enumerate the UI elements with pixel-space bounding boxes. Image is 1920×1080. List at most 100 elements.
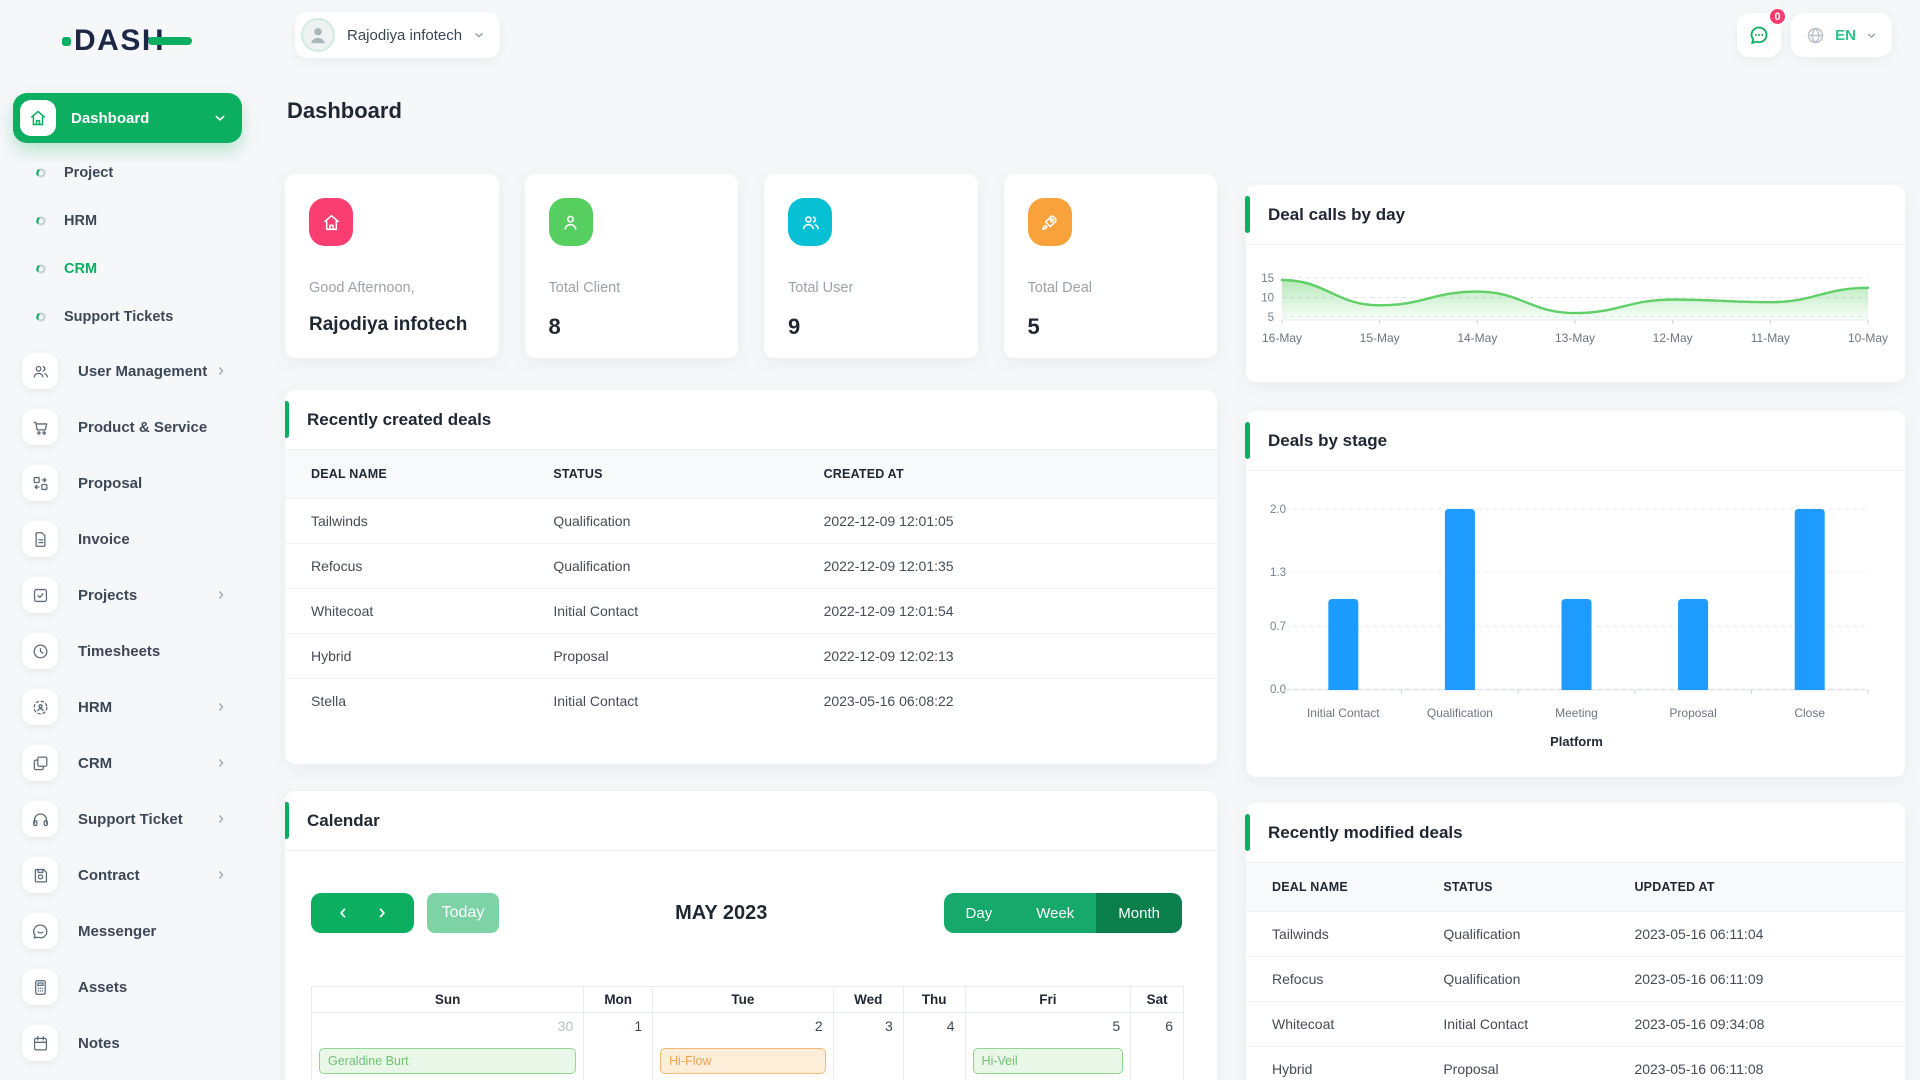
sidebar-subitem-project[interactable]: Project [0,149,250,197]
table-cell: Hybrid [1246,1045,1418,1080]
calendar-day-header: Thu [902,986,966,1013]
sidebar-item-projects[interactable]: Projects [0,567,250,623]
sidebar-item-label: Dashboard [71,109,150,127]
sidebar-item-contract[interactable]: Contract [0,847,250,903]
calendar-toolbar: Today MAY 2023 Day Week Month [311,893,1182,933]
panel-accent [285,802,289,839]
sidebar-subitem-hrm[interactable]: HRM [0,197,250,245]
swap-boxes-icon [22,465,58,501]
sidebar-item-user-management[interactable]: User Management [0,343,250,399]
users-icon [788,198,832,246]
brand-logo[interactable]: DASH [62,24,193,58]
svg-text:0.7: 0.7 [1270,621,1286,633]
calendar-day-cell[interactable]: 6 [1130,1012,1184,1080]
panel-title: Calendar [307,810,380,830]
calendar-day-header: Fri [964,986,1132,1013]
panel-accent [1245,196,1250,233]
table-cell: 2022-12-09 12:01:35 [797,542,1217,588]
calendar-day-cell[interactable]: 30 Geraldine Burt [310,1012,585,1080]
svg-text:0.0: 0.0 [1270,684,1286,696]
calendar-day-header: Tue [652,986,834,1013]
sidebar-item-hrm[interactable]: HRM [0,679,250,735]
calendar-day-number: 6 [1165,1018,1173,1034]
stat-label: Total Client [548,280,621,296]
calendar-day-cell[interactable]: 1 [583,1012,654,1080]
calendar-prev-button[interactable] [335,905,351,921]
sidebar-item-dashboard[interactable]: Dashboard [13,93,242,143]
calendar-panel: Calendar Today MAY 2023 Day Week Month S… [285,791,1217,1080]
deal-calls-by-day-panel: Deal calls by day 5 10 15 16-May 15-May 14-Ma… [1245,185,1905,382]
person-scan-icon [22,689,58,725]
table-cell: 2022-12-09 12:02:13 [797,632,1217,678]
stat-card-total-user: Total User 9 [764,174,978,358]
sidebar-item-crm[interactable]: CRM [0,735,250,791]
table-cell: 2023-05-16 06:11:09 [1608,955,1905,1001]
table-cell: Qualification [1417,955,1609,1001]
svg-text:13-May: 13-May [1555,331,1595,345]
calendar-day-cell[interactable]: 3 [832,1012,904,1080]
logo-dash-icon [148,37,193,45]
sidebar-item-notes[interactable]: Notes [0,1015,250,1071]
calendar-event[interactable]: Geraldine Burt [319,1048,577,1074]
svg-text:2.0: 2.0 [1270,504,1286,516]
svg-text:12-May: 12-May [1653,331,1693,345]
panel-title: Deals by stage [1268,430,1388,450]
globe-icon [1805,25,1826,46]
table-cell: 2023-05-16 06:11:04 [1608,910,1905,956]
sidebar-item-label: Product & Service [78,418,208,436]
stat-label: Good Afternoon, [309,280,415,296]
sidebar-item-assets[interactable]: Assets [0,959,250,1015]
calendar-next-button[interactable] [374,905,390,921]
calendar-event[interactable]: Hi-Veil [972,1048,1124,1074]
panel-title: Deal calls by day [1268,204,1406,224]
column-header: CREATED AT [797,450,1217,498]
table-cell: 2022-12-09 12:01:05 [797,497,1217,543]
modified-deals-table: DEAL NAME STATUS UPDATED AT Tailwinds Qualif… [1246,863,1905,1080]
sidebar-item-timesheets[interactable]: Timesheets [0,623,250,679]
svg-text:Initial Contact: Initial Contact [1307,706,1380,720]
sidebar-item-label: Proposal [78,474,143,492]
page-title: Dashboard [287,98,402,123]
table-cell: Initial Contact [527,677,798,723]
chevron-right-icon [214,364,228,378]
topbar: Rajodiya infotech 0 EN [250,0,1920,70]
calendar-today-button[interactable]: Today [427,893,499,933]
sidebar-subitem-crm[interactable]: CRM [0,245,250,293]
stat-value: 5 [1027,314,1040,339]
chevron-down-icon [212,110,228,126]
sidebar-item-support-ticket[interactable]: Support Ticket [0,791,250,847]
panel-title: Recently modified deals [1268,822,1463,842]
calendar-day-cell[interactable]: 2 Hi-Flow [652,1012,834,1080]
sidebar-subitem-support-tickets[interactable]: Support Tickets [0,293,250,341]
language-selector[interactable]: EN [1791,13,1892,57]
bullet-icon [36,216,46,226]
sidebar-subitem-label: CRM [64,261,98,277]
panel-accent [1245,422,1250,459]
chat-icon [1747,23,1771,47]
svg-text:Qualification: Qualification [1427,706,1493,720]
chevron-right-icon [214,700,228,714]
created-deals-table: DEAL NAME STATUS CREATED AT Tailwinds Qualif… [285,450,1217,723]
calendar-grid: Sun Mon Tue Wed Thu Fri Sat 30 Geraldine Burt 1 2… [310,986,1184,1080]
rocket-icon [1027,198,1072,246]
sidebar-item-product-service[interactable]: Product & Service [0,399,250,455]
tab-day[interactable]: Day [943,893,1015,933]
calendar-day-cell[interactable]: 5 Hi-Veil [964,1012,1132,1080]
table-row: Tailwinds Qualification 2022-12-09 12:01:0… [285,497,1217,543]
sidebar-item-messenger[interactable]: Messenger [0,903,250,959]
tab-week[interactable]: Week [1014,893,1097,933]
calendar-day-cell[interactable]: 4 [902,1012,966,1080]
sidebar-item-proposal[interactable]: Proposal [0,455,250,511]
deals-by-stage-bar-chart: 0.0 0.7 1.3 2.0 Initial Contact Qualification… [1270,504,1869,749]
sidebar-subitem-label: Project [64,165,114,181]
calendar-day-number: 2 [814,1018,823,1034]
svg-text:10-May: 10-May [1848,331,1888,345]
messages-button[interactable]: 0 [1737,7,1787,57]
table-row: Refocus Qualification 2023-05-16 06:11:09 [1246,955,1905,1001]
sidebar-item-invoice[interactable]: Invoice [0,511,250,567]
calendar-event[interactable]: Hi-Flow [660,1048,826,1074]
tab-month[interactable]: Month [1096,893,1182,933]
panel-accent [1245,814,1250,851]
workspace-selector[interactable]: Rajodiya infotech [295,12,501,58]
table-row: Whitecoat Initial Contact 2022-12-09 12:01… [285,587,1217,633]
